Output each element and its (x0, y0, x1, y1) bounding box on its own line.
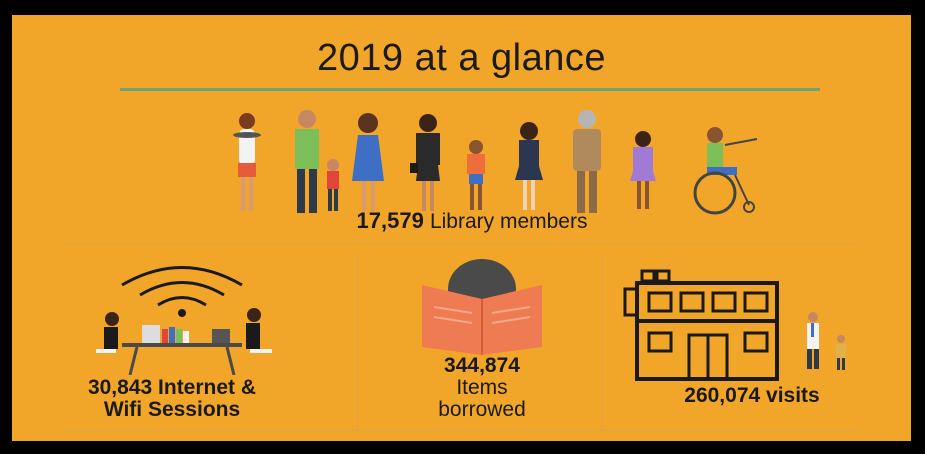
footer-divider (67, 430, 857, 431)
column-divider (357, 255, 358, 430)
reading-person-icon (422, 259, 542, 355)
visits-stat: 260,074 visits (632, 385, 872, 407)
page-title: 2019 at a glance (316, 37, 606, 79)
internet-stat: 30,843 Internet & Wifi Sessions (32, 377, 312, 421)
infographic-panel: 2019 at a glance (12, 15, 911, 441)
members-number: 17,579 (356, 208, 424, 233)
wifi-icon (121, 266, 243, 317)
members-label: Library members (429, 210, 588, 233)
internet-number: 30,843 (87, 376, 153, 399)
library-building-icon (623, 269, 846, 381)
internet-label-line1: Internet & (158, 376, 257, 399)
visits-number: 260,074 (684, 384, 761, 407)
title-divider (120, 88, 820, 91)
visits-label: visits (766, 384, 820, 407)
section-divider (67, 243, 857, 244)
borrowed-label-line1: Items (456, 376, 508, 399)
internet-label-line2: Wifi Sessions (103, 398, 241, 421)
column-divider (602, 255, 603, 430)
borrowed-number: 344,874 (444, 354, 520, 377)
borrowed-stat: 344,874 Items borrowed (397, 355, 567, 421)
borrowed-label-line2: borrowed (438, 398, 526, 421)
laptop-table-icon (96, 266, 272, 375)
members-stat: 17,579 Library members (262, 210, 682, 233)
people-group-icon (233, 110, 758, 215)
